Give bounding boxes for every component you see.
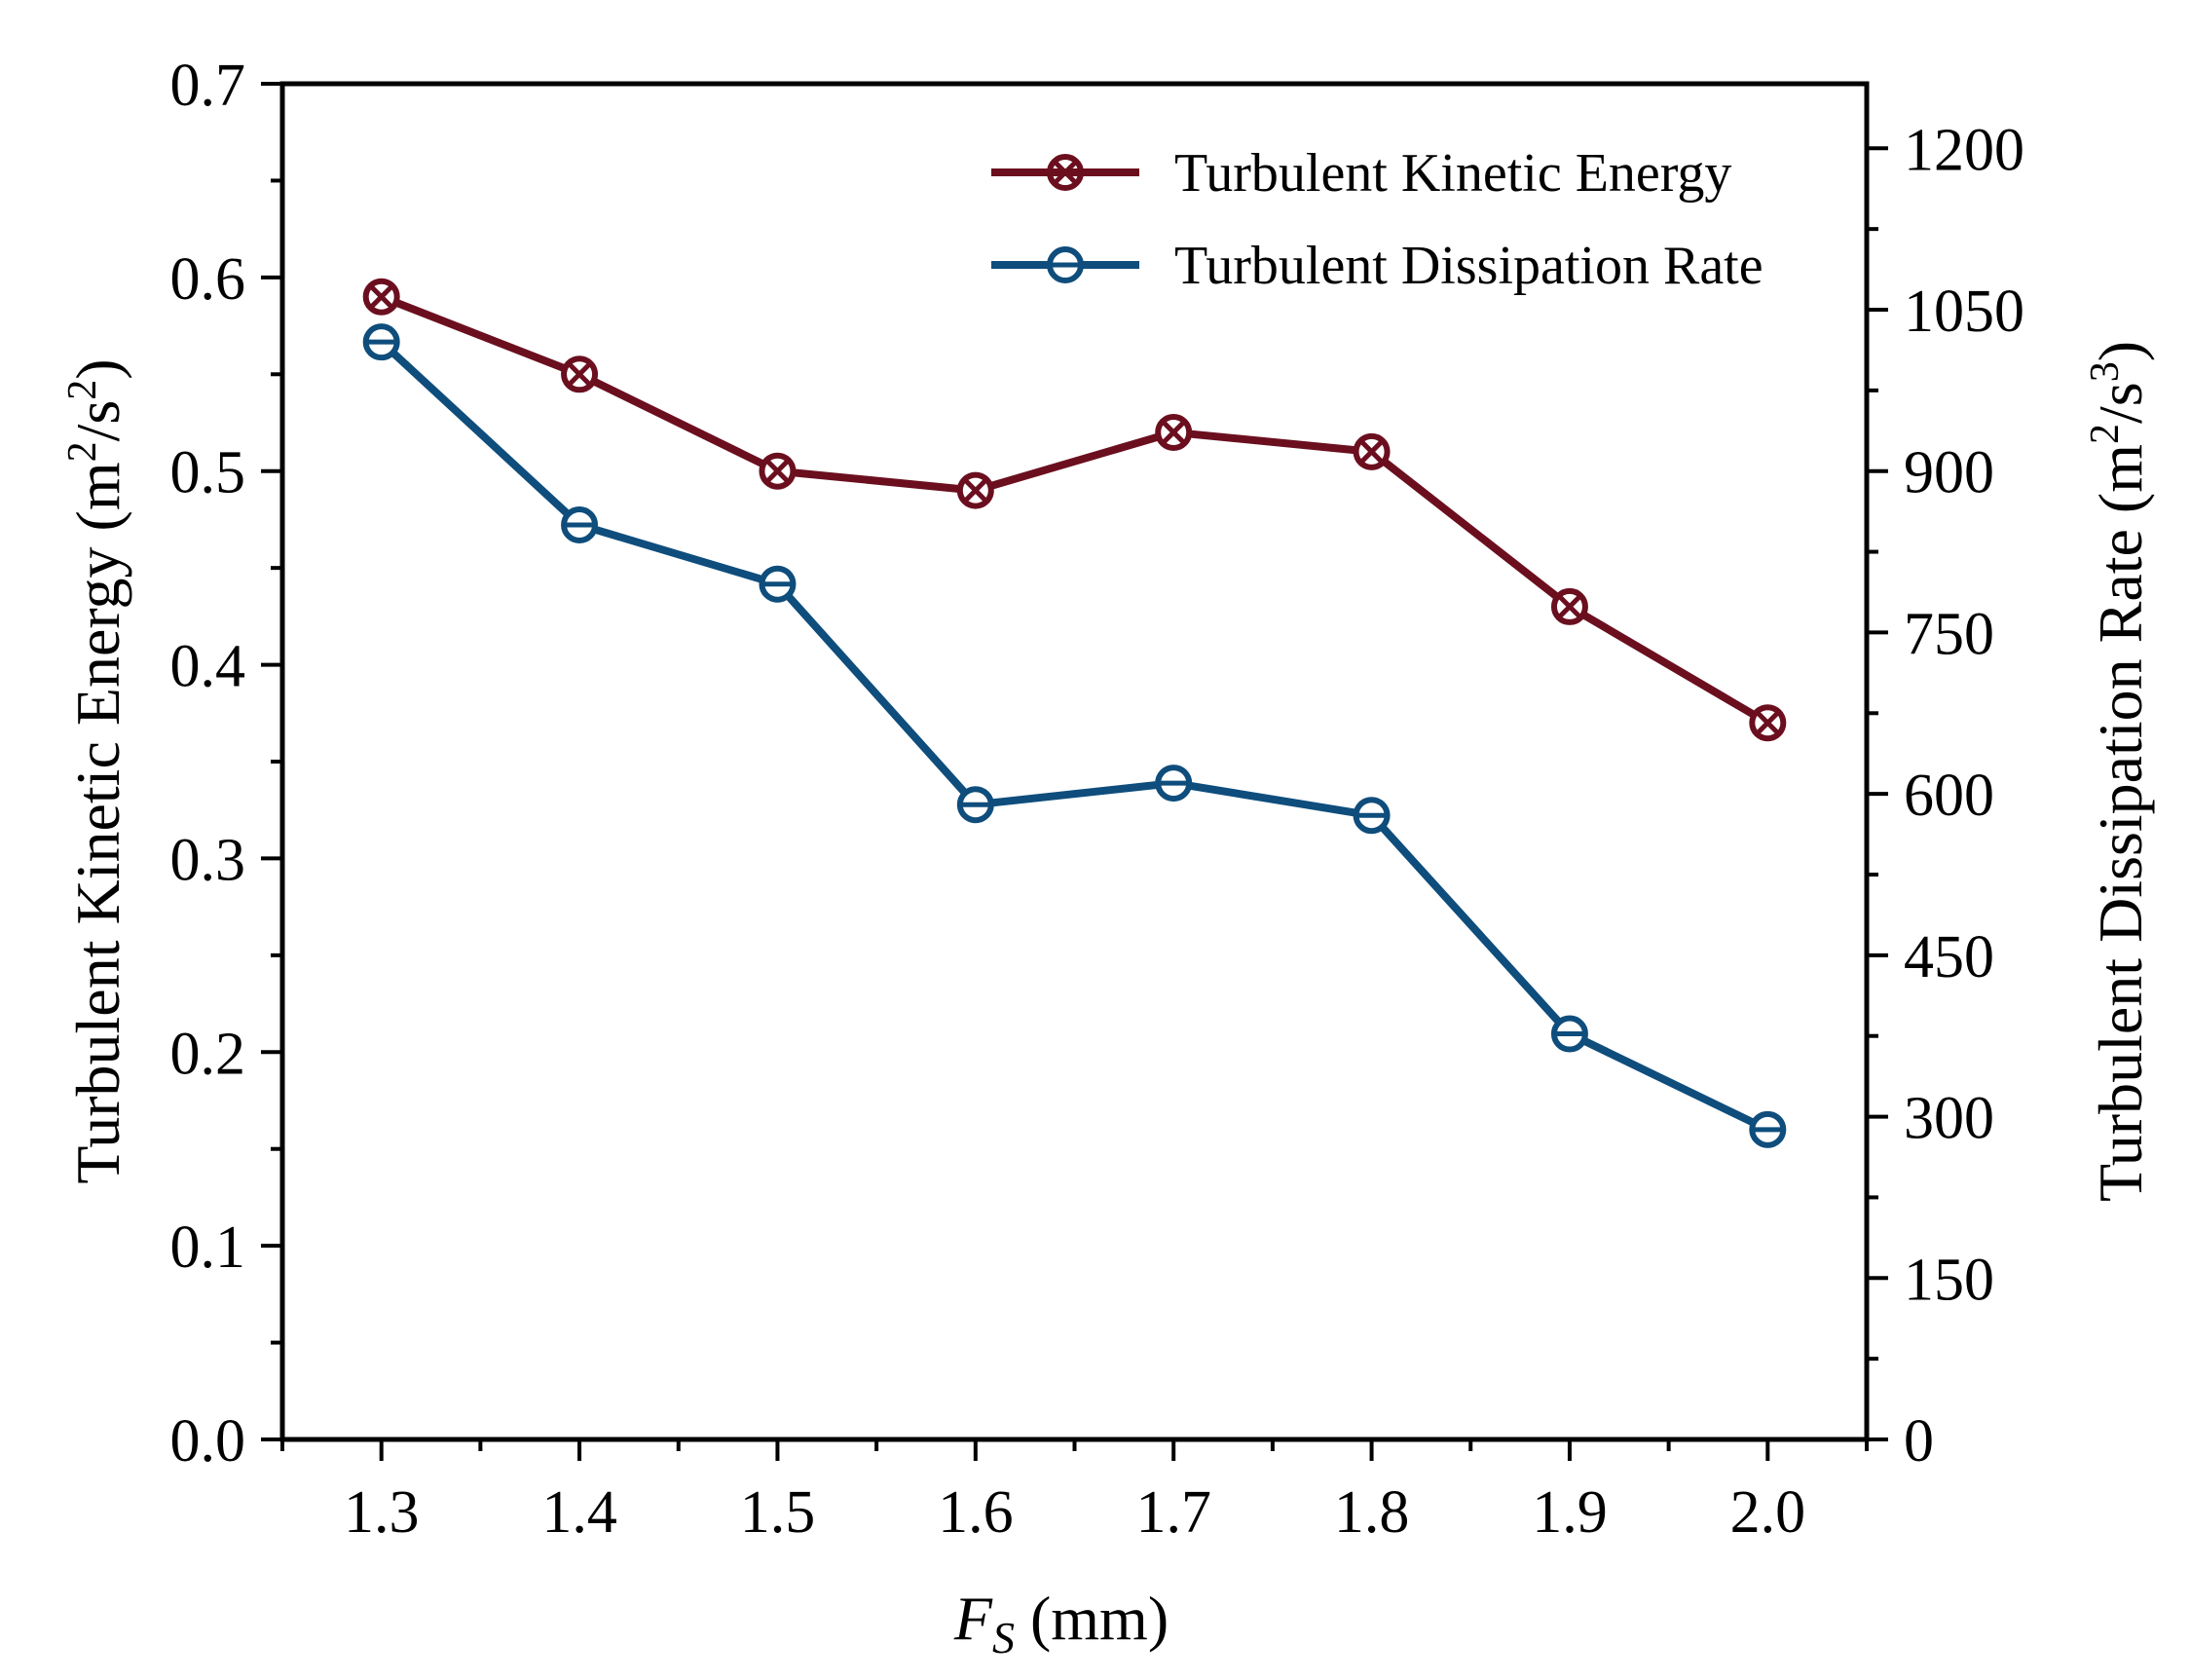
series-turbulent-kinetic-energy <box>362 278 1787 742</box>
x-tick-label: 1.5 <box>740 1479 816 1546</box>
data-point <box>1749 704 1787 742</box>
left-y-tick-label: 0.0 <box>170 1408 246 1475</box>
x-tick-label: 1.8 <box>1334 1479 1410 1546</box>
left-y-tick-label: 0.1 <box>170 1214 246 1281</box>
data-point <box>362 278 400 316</box>
x-axis-title-unit: (mm) <box>1015 1584 1169 1653</box>
x-tick-label: 1.6 <box>938 1479 1014 1546</box>
data-point <box>561 355 599 393</box>
x-tick-label: 1.4 <box>541 1479 617 1546</box>
right-y-axis: 0 150 300 450 600 750 900 1050 1200 <box>1867 117 2024 1475</box>
left-y-tick-label: 0.3 <box>170 827 246 893</box>
data-point <box>956 786 994 824</box>
right-y-tick-label: 0 <box>1904 1408 1934 1475</box>
data-point <box>1353 797 1391 835</box>
series-layer <box>362 278 1787 1148</box>
data-point <box>759 452 797 490</box>
legend-marker-dissipation-rate <box>1047 246 1084 283</box>
data-point <box>1749 1110 1787 1148</box>
legend-label-dissipation-rate: Turbulent Dissipation Rate <box>1174 236 1763 296</box>
legend: Turbulent Kinetic Energy Turbulent Dissi… <box>991 143 1763 296</box>
x-tick-label: 1.7 <box>1135 1479 1211 1546</box>
right-y-tick-label: 750 <box>1904 601 1994 667</box>
series-turbulent-dissipation-rate <box>362 323 1787 1148</box>
data-point <box>1550 587 1588 625</box>
series-line-turbulent-kinetic-energy <box>380 293 1770 727</box>
left-y-tick-label: 0.5 <box>170 440 246 506</box>
x-tick-label: 1.9 <box>1532 1479 1608 1546</box>
data-point <box>956 471 994 509</box>
data-point <box>1155 765 1193 803</box>
left-y-axis-title: Turbulent Kinetic Energy (m2/s2) <box>60 358 132 1183</box>
left-y-axis: 0.0 0.1 0.2 0.3 0.4 0.5 0.6 0.7 <box>170 53 282 1475</box>
x-axis: 1.3 1.4 1.5 1.6 1.7 1.8 1.9 2.0 <box>280 1439 1869 1546</box>
x-axis-title: FS (mm) <box>953 1584 1169 1662</box>
right-y-tick-label: 300 <box>1904 1086 1994 1152</box>
data-point <box>362 323 400 361</box>
series-line-turbulent-dissipation-rate <box>378 339 1770 1134</box>
x-tick-label: 2.0 <box>1730 1479 1806 1546</box>
right-y-tick-label: 150 <box>1904 1247 1994 1313</box>
legend-marker-kinetic-energy <box>1047 154 1084 191</box>
legend-label-kinetic-energy: Turbulent Kinetic Energy <box>1174 143 1731 204</box>
right-y-tick-label: 900 <box>1904 440 1994 506</box>
left-y-tick-label: 0.2 <box>170 1021 246 1087</box>
left-y-tick-label: 0.7 <box>170 53 246 119</box>
right-y-tick-label: 600 <box>1904 763 1994 829</box>
right-y-tick-label: 450 <box>1904 924 1994 990</box>
data-point <box>759 565 797 603</box>
x-axis-title-sub: S <box>992 1613 1015 1662</box>
data-point <box>561 505 599 543</box>
data-point <box>1353 432 1391 470</box>
right-y-tick-label: 1050 <box>1904 279 2024 345</box>
right-y-axis-title: Turbulent Dissipation Rate (m2/s3) <box>2083 341 2155 1202</box>
data-point <box>1550 1015 1588 1053</box>
data-point <box>1155 413 1193 451</box>
x-tick-label: 1.3 <box>344 1479 420 1546</box>
x-axis-title-main: F <box>953 1584 993 1653</box>
left-y-tick-label: 0.6 <box>170 246 246 313</box>
right-y-tick-label: 1200 <box>1904 117 2024 183</box>
left-y-tick-label: 0.4 <box>170 634 246 700</box>
